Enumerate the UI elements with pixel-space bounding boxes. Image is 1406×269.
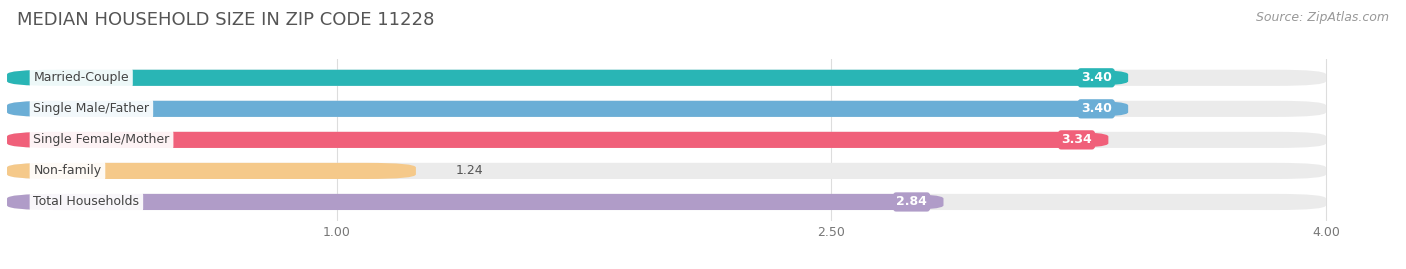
Text: Single Male/Father: Single Male/Father bbox=[34, 102, 149, 115]
FancyBboxPatch shape bbox=[7, 132, 1326, 148]
FancyBboxPatch shape bbox=[7, 194, 943, 210]
FancyBboxPatch shape bbox=[7, 70, 1128, 86]
Text: 3.34: 3.34 bbox=[1062, 133, 1092, 146]
FancyBboxPatch shape bbox=[7, 101, 1326, 117]
Text: 3.40: 3.40 bbox=[1081, 71, 1112, 84]
Text: Source: ZipAtlas.com: Source: ZipAtlas.com bbox=[1256, 11, 1389, 24]
Text: 1.24: 1.24 bbox=[456, 164, 484, 178]
Text: 2.84: 2.84 bbox=[896, 196, 927, 208]
FancyBboxPatch shape bbox=[7, 101, 1128, 117]
FancyBboxPatch shape bbox=[7, 163, 1326, 179]
Text: Married-Couple: Married-Couple bbox=[34, 71, 129, 84]
FancyBboxPatch shape bbox=[7, 70, 1326, 86]
FancyBboxPatch shape bbox=[7, 132, 1108, 148]
Text: MEDIAN HOUSEHOLD SIZE IN ZIP CODE 11228: MEDIAN HOUSEHOLD SIZE IN ZIP CODE 11228 bbox=[17, 11, 434, 29]
FancyBboxPatch shape bbox=[7, 194, 1326, 210]
FancyBboxPatch shape bbox=[7, 163, 416, 179]
Text: Total Households: Total Households bbox=[34, 196, 139, 208]
Text: Non-family: Non-family bbox=[34, 164, 101, 178]
Text: Single Female/Mother: Single Female/Mother bbox=[34, 133, 170, 146]
Text: 3.40: 3.40 bbox=[1081, 102, 1112, 115]
